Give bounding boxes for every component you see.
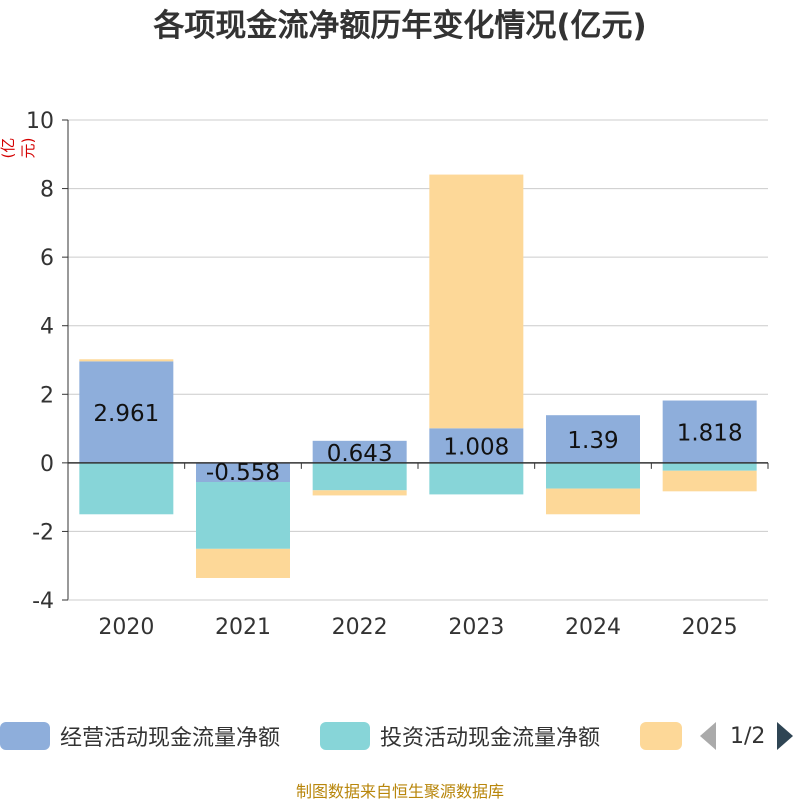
legend: 经营活动现金流量净额 投资活动现金流量净额 1/2 xyxy=(0,716,800,756)
bar-operating-2023 xyxy=(429,428,524,463)
legend-item-financing[interactable] xyxy=(640,720,692,752)
bar-investing-2023 xyxy=(429,462,524,495)
pager-prev-icon[interactable] xyxy=(700,722,716,750)
x-tick-label: 2025 xyxy=(682,615,738,640)
x-tick-label: 2022 xyxy=(332,615,388,640)
x-tick-label: 2020 xyxy=(98,615,154,640)
data-label-2025: 1.818 xyxy=(677,421,743,447)
bar-financing-2021 xyxy=(196,548,290,578)
legend-label-investing: 投资活动现金流量净额 xyxy=(380,726,601,751)
y-tick-label: 2 xyxy=(40,383,54,408)
x-tick-label: 2023 xyxy=(448,615,504,640)
data-label-2021: -0.558 xyxy=(206,460,280,486)
bar-investing-2020 xyxy=(79,462,174,515)
bar-operating-2025 xyxy=(662,400,757,463)
y-tick-label: -2 xyxy=(32,520,54,545)
bar-financing-2025 xyxy=(662,470,757,492)
bar-investing-2022 xyxy=(312,462,407,491)
y-tick-label: 10 xyxy=(26,109,54,134)
chart-title: 各项现金流净额历年变化情况(亿元) xyxy=(153,8,647,44)
legend-item-investing[interactable]: 投资活动现金流量净额 xyxy=(320,720,600,752)
y-tick-label: 6 xyxy=(40,246,54,271)
chart-plot: 10 8 6 4 2 0 -2 -4 2.961 -0.558 0.643 1.008 1.39 1.81… xyxy=(26,109,769,640)
legend-label-operating: 经营活动现金流量净额 xyxy=(60,726,281,751)
bar-investing-2025 xyxy=(662,462,757,471)
data-label-2023: 1.008 xyxy=(443,435,509,461)
bar-financing-2022 xyxy=(312,490,407,496)
y-tick-label: 8 xyxy=(40,178,54,203)
bar-financing-2020 xyxy=(79,359,174,362)
pager-text: 1/2 xyxy=(730,723,766,749)
bar-financing-2023 xyxy=(429,174,524,429)
legend-pager: 1/2 xyxy=(700,720,800,752)
y-tick-label: 0 xyxy=(40,452,54,477)
x-tick-label: 2021 xyxy=(215,615,271,640)
legend-swatch-operating xyxy=(0,722,50,750)
legend-swatch-investing xyxy=(320,722,370,750)
data-label-2020: 2.961 xyxy=(93,401,159,427)
bar-financing-2024 xyxy=(546,488,640,515)
x-tick-label: 2024 xyxy=(565,615,621,640)
bar-operating-2021 xyxy=(196,462,290,482)
y-tick-label: 4 xyxy=(40,315,54,340)
source-note: 制图数据来自恒生聚源数据库 xyxy=(295,782,504,800)
pager-next-icon[interactable] xyxy=(777,722,794,750)
bar-investing-2024 xyxy=(546,462,640,489)
bar-operating-2022 xyxy=(312,440,407,463)
bar-investing-2021 xyxy=(196,481,290,549)
bar-operating-2024 xyxy=(546,415,640,463)
data-label-2024: 1.39 xyxy=(567,428,618,454)
legend-item-operating[interactable]: 经营活动现金流量净额 xyxy=(0,720,280,752)
data-label-2022: 0.643 xyxy=(327,441,393,467)
legend-swatch-financing xyxy=(640,722,682,750)
bar-operating-2020 xyxy=(79,361,174,463)
y-tick-label: -4 xyxy=(32,589,54,614)
